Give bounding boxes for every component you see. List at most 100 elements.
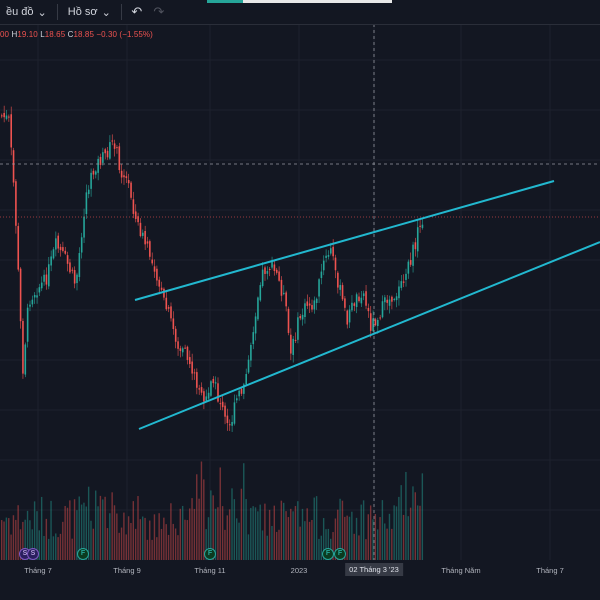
close-value: 18.85 (73, 30, 95, 39)
volume-bar (5, 517, 8, 560)
candle-body (299, 316, 302, 319)
volume-bar (76, 510, 78, 560)
volume-bar (414, 492, 416, 560)
candle-body (165, 297, 168, 310)
volume-bar (104, 496, 106, 560)
volume-bar (334, 518, 337, 560)
candle-body (29, 304, 31, 307)
volume-bar (43, 535, 45, 560)
candle-body (24, 344, 27, 375)
volume-bar (205, 529, 207, 560)
event-marker-financial[interactable]: F (204, 548, 216, 560)
volume-bar (292, 511, 294, 560)
candle-body (36, 295, 38, 298)
volume-bar (308, 521, 311, 560)
volume-bar (26, 510, 29, 560)
candle-body (421, 224, 424, 228)
low-value: 18.65 (44, 30, 66, 39)
candle-body (377, 320, 379, 326)
candle-body (184, 347, 186, 349)
candle-body (358, 296, 360, 302)
volume-bar (118, 532, 120, 560)
volume-bar (318, 538, 320, 560)
candle-body (233, 402, 236, 424)
candle-body (318, 279, 320, 297)
volume-bar (268, 509, 271, 560)
volume-bar (367, 514, 369, 560)
candle-body (26, 307, 29, 342)
volume-bar (97, 506, 99, 560)
event-marker-financial[interactable]: F (334, 548, 346, 560)
volume-bar (165, 524, 167, 560)
chart-menu[interactable]: ều đồ ⌄ (0, 0, 53, 24)
volume-bar (369, 505, 372, 560)
candle-body (355, 294, 358, 308)
volume-bar (111, 492, 113, 560)
volume-bar (339, 498, 341, 560)
time-axis-label: Tháng 9 (113, 566, 141, 575)
volume-bar (236, 518, 238, 560)
candle-body (196, 372, 198, 388)
volume-bar (407, 516, 409, 560)
volume-bar (254, 507, 257, 560)
candle-body (381, 301, 384, 318)
candle-body (8, 116, 10, 118)
candle-body (71, 269, 74, 271)
high-key: H (11, 30, 18, 39)
volume-bar (261, 530, 264, 560)
candle-body (189, 357, 191, 365)
volume-bar (219, 467, 221, 560)
redo-icon[interactable]: ↷ (153, 4, 165, 19)
profile-menu[interactable]: Hồ sơ ⌄ (62, 0, 117, 24)
volume-bar (36, 511, 38, 560)
time-axis-label: 2023 (290, 566, 308, 575)
chart-grid (0, 24, 600, 560)
candle-body (252, 332, 255, 345)
event-marker-financial[interactable]: F (77, 548, 89, 560)
volume-bar (167, 534, 170, 560)
volume-bar (3, 521, 5, 560)
candle-body (294, 339, 297, 341)
undo-icon[interactable]: ↶ (131, 4, 143, 19)
candle-body (73, 270, 76, 284)
candle-body (228, 424, 231, 426)
open-value: 00 (0, 30, 10, 39)
event-marker-split[interactable]: S (27, 548, 39, 560)
candle-body (83, 216, 85, 238)
candle-body (402, 281, 405, 283)
volume-bar (287, 517, 290, 560)
candle-body (226, 415, 229, 424)
candle-body (398, 286, 400, 299)
candle-body (80, 237, 83, 253)
candle-body (139, 222, 142, 237)
volume-bar (31, 529, 33, 560)
volume-bar (69, 500, 71, 560)
volume-bar (315, 496, 318, 560)
candle-body (66, 255, 69, 264)
candle-body (59, 246, 62, 251)
time-axis[interactable]: Tháng 7 Tháng 9 Tháng 11 2023 02 Tháng 3… (0, 560, 600, 600)
volume-bar (153, 514, 156, 560)
trendline-lower[interactable] (138, 241, 600, 430)
candle-body (200, 387, 203, 393)
candle-body (362, 293, 365, 297)
volume-bar (55, 533, 57, 560)
trendline-upper[interactable] (134, 180, 555, 301)
volume-bar (409, 507, 412, 560)
chevron-down-icon: ⌄ (37, 6, 47, 19)
candle-body (400, 281, 403, 288)
candle-body (151, 259, 153, 264)
volume-bar (337, 509, 339, 560)
volume-bar (106, 528, 109, 560)
volume-bar (198, 498, 200, 560)
volume-bar (231, 488, 233, 560)
candle-body (224, 405, 226, 417)
event-marker-financial[interactable]: F (322, 548, 334, 560)
candle-body (346, 310, 349, 325)
candle-body (379, 317, 381, 319)
volume-bar (92, 528, 95, 560)
volume-bar (325, 529, 327, 560)
volume-bar (299, 526, 301, 560)
volume-bar (163, 517, 165, 560)
